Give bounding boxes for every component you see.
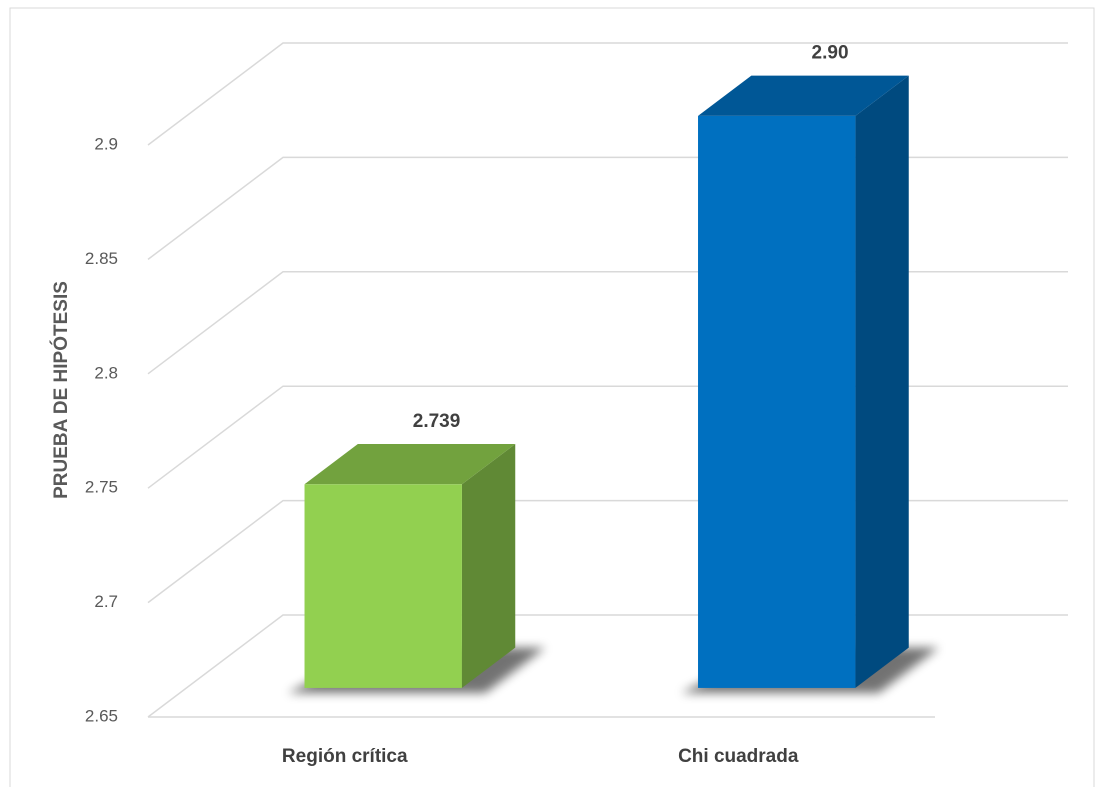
bar <box>304 484 462 688</box>
y-tick-label: 2.85 <box>85 249 118 268</box>
grid-line <box>147 156 1068 260</box>
grid-line <box>147 271 1068 375</box>
frame <box>9 7 1095 787</box>
grid-line <box>147 385 1068 489</box>
data-label: 2.739 <box>413 411 461 432</box>
bar-side <box>461 444 516 688</box>
y-axis-label: PRUEBA DE HIPÓTESIS <box>50 281 72 499</box>
y-tick-label: 2.65 <box>85 706 118 725</box>
data-label: 2.90 <box>812 43 849 64</box>
y-tick-label: 2.8 <box>94 363 118 382</box>
y-tick-label: 2.7 <box>94 592 118 611</box>
grid-line <box>147 42 1068 146</box>
bar-top <box>304 444 516 485</box>
x-tick-label: Región crítica <box>282 746 408 767</box>
grid-line <box>147 499 1068 604</box>
bar <box>698 115 856 688</box>
y-tick-label: 2.75 <box>85 478 118 497</box>
x-tick-label: Chi cuadrada <box>678 746 799 767</box>
bar-top <box>698 75 909 116</box>
grid-line <box>147 614 1068 718</box>
bar-side <box>855 75 909 688</box>
y-tick-label: 2.9 <box>94 134 118 153</box>
